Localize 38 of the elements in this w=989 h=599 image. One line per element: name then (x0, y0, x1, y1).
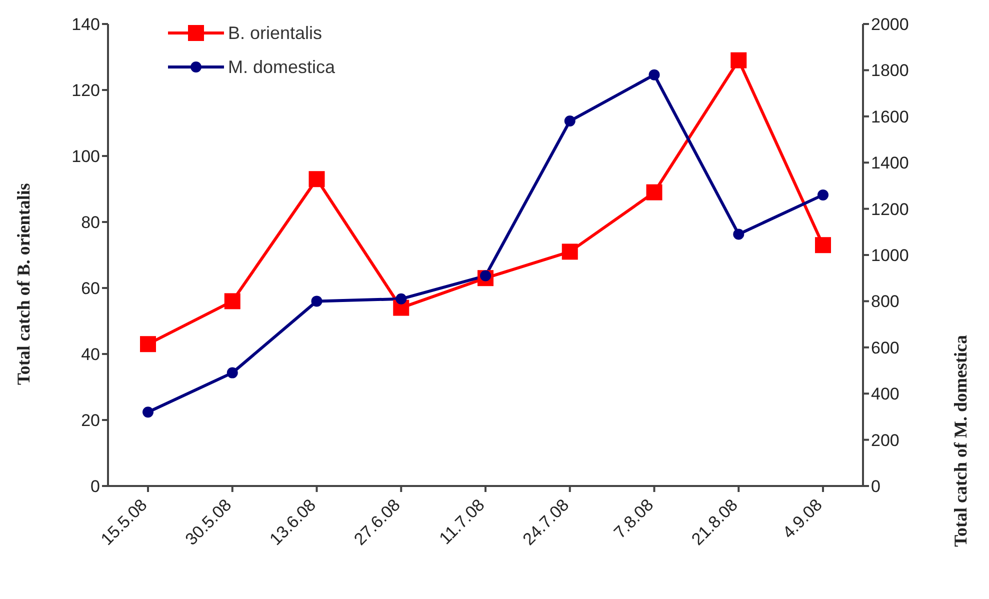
y2-axis-title: Total catch of M. domestica (950, 335, 970, 547)
legend-label: M. domestica (228, 56, 336, 78)
point (733, 228, 744, 240)
y2-tick-label: 1000 (871, 246, 909, 266)
y-tick-label: 100 (72, 147, 100, 166)
y-axis-title: Total catch of B. orientalis (13, 183, 34, 385)
y2-tick-label: 0 (871, 477, 880, 496)
y-tick-label: 80 (81, 213, 100, 232)
point (818, 189, 828, 200)
y2-tick-label: 1400 (871, 154, 909, 173)
point (226, 367, 238, 378)
y-tick-label: 0 (90, 477, 100, 496)
y2-tick-label: 1600 (871, 107, 909, 126)
point (815, 237, 831, 254)
y-tick-label: 20 (81, 411, 100, 430)
y2-tick-label: 400 (871, 384, 900, 404)
y-tick-label: 140 (72, 15, 100, 34)
point (648, 69, 660, 80)
point (311, 296, 322, 307)
y-tick-label: 60 (81, 279, 100, 298)
point (308, 171, 325, 188)
y-tick-label: 40 (81, 345, 100, 364)
point (224, 293, 240, 310)
point (646, 184, 662, 200)
legend-label: B. orientalis (228, 22, 322, 44)
point (564, 116, 576, 127)
y2-tick-label: 600 (871, 338, 900, 358)
point (562, 244, 578, 260)
point (142, 406, 154, 418)
point (730, 52, 747, 68)
y2-tick-label: 1200 (871, 200, 909, 219)
y2-tick-label: 2000 (871, 15, 909, 34)
y2-tick-label: 1800 (871, 61, 909, 80)
point (396, 293, 407, 304)
point (140, 336, 156, 352)
y2-tick-label: 800 (871, 292, 900, 312)
y-tick-label: 120 (72, 81, 100, 100)
y2-tick-label: 200 (871, 430, 900, 450)
